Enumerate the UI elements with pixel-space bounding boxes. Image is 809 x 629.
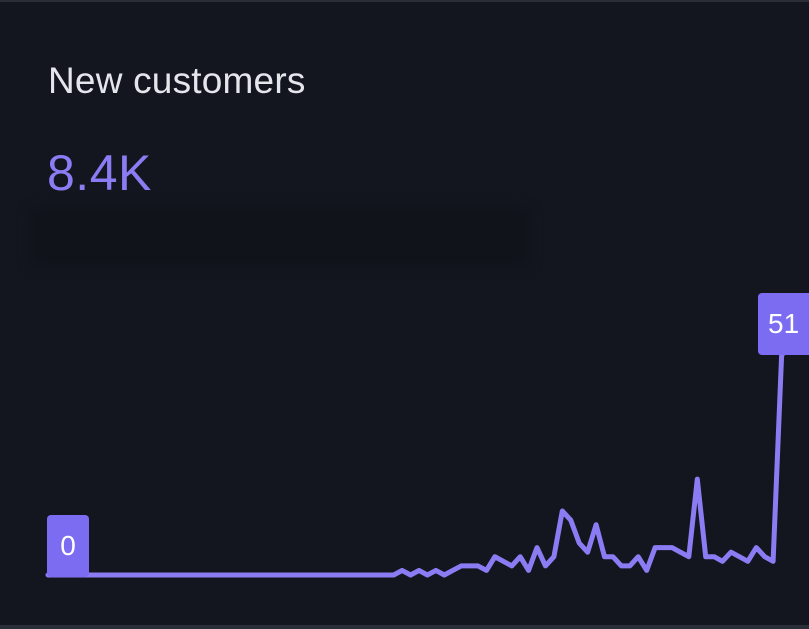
subtitle-placeholder (30, 207, 530, 267)
min-label-text: 0 (60, 530, 76, 561)
total-value: 8.4K (47, 145, 152, 201)
min-label-box (47, 515, 89, 577)
series-line (45, 339, 793, 578)
card-title: New customers (48, 60, 306, 101)
bottom-divider (0, 625, 809, 629)
max-label-text: 51 (768, 308, 799, 339)
max-label-box (758, 293, 809, 355)
